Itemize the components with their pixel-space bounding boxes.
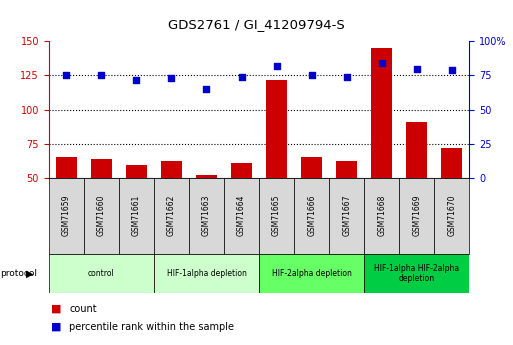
- Bar: [336, 161, 357, 246]
- Text: GSM71662: GSM71662: [167, 195, 176, 236]
- Point: [238, 74, 246, 80]
- Bar: [301, 157, 322, 246]
- FancyBboxPatch shape: [364, 254, 469, 293]
- Bar: [161, 161, 182, 246]
- Point: [97, 73, 105, 78]
- Bar: [441, 148, 462, 246]
- FancyBboxPatch shape: [329, 178, 364, 254]
- Bar: [266, 80, 287, 246]
- Point: [307, 73, 315, 78]
- Text: control: control: [88, 269, 115, 278]
- Text: GDS2761 / GI_41209794-S: GDS2761 / GI_41209794-S: [168, 18, 345, 31]
- Text: GSM71661: GSM71661: [132, 195, 141, 236]
- Bar: [371, 48, 392, 246]
- FancyBboxPatch shape: [399, 178, 435, 254]
- FancyBboxPatch shape: [154, 254, 259, 293]
- Text: GSM71669: GSM71669: [412, 195, 421, 236]
- Text: GSM71668: GSM71668: [377, 195, 386, 236]
- Bar: [91, 159, 112, 246]
- Bar: [406, 122, 427, 246]
- Text: HIF-1alpha depletion: HIF-1alpha depletion: [167, 269, 246, 278]
- Bar: [56, 157, 77, 246]
- FancyBboxPatch shape: [49, 178, 84, 254]
- FancyBboxPatch shape: [364, 178, 399, 254]
- FancyBboxPatch shape: [119, 178, 154, 254]
- Text: GSM71663: GSM71663: [202, 195, 211, 236]
- Point: [272, 63, 281, 69]
- Bar: [231, 163, 252, 246]
- FancyBboxPatch shape: [259, 178, 294, 254]
- Text: GSM71665: GSM71665: [272, 195, 281, 236]
- Text: protocol: protocol: [1, 269, 37, 278]
- FancyBboxPatch shape: [294, 178, 329, 254]
- Text: ▶: ▶: [26, 268, 33, 278]
- FancyBboxPatch shape: [224, 178, 259, 254]
- FancyBboxPatch shape: [189, 178, 224, 254]
- Text: ■: ■: [51, 322, 62, 332]
- Text: GSM71666: GSM71666: [307, 195, 316, 236]
- Text: GSM71667: GSM71667: [342, 195, 351, 236]
- Text: GSM71664: GSM71664: [237, 195, 246, 236]
- Text: HIF-1alpha HIF-2alpha
depletion: HIF-1alpha HIF-2alpha depletion: [374, 264, 459, 283]
- Text: percentile rank within the sample: percentile rank within the sample: [69, 322, 234, 332]
- Point: [378, 60, 386, 66]
- FancyBboxPatch shape: [84, 178, 119, 254]
- FancyBboxPatch shape: [259, 254, 364, 293]
- Point: [132, 77, 141, 82]
- Point: [448, 67, 456, 73]
- Point: [412, 66, 421, 71]
- Text: ■: ■: [51, 304, 62, 314]
- FancyBboxPatch shape: [154, 178, 189, 254]
- Point: [343, 74, 351, 80]
- Bar: [126, 165, 147, 246]
- Text: HIF-2alpha depletion: HIF-2alpha depletion: [272, 269, 351, 278]
- Bar: [196, 175, 217, 246]
- Point: [167, 76, 175, 81]
- Text: GSM71660: GSM71660: [97, 195, 106, 236]
- FancyBboxPatch shape: [435, 178, 469, 254]
- FancyBboxPatch shape: [49, 254, 154, 293]
- Text: GSM71659: GSM71659: [62, 195, 71, 236]
- Point: [62, 73, 70, 78]
- Point: [202, 86, 210, 92]
- Text: GSM71670: GSM71670: [447, 195, 457, 236]
- Text: count: count: [69, 304, 97, 314]
